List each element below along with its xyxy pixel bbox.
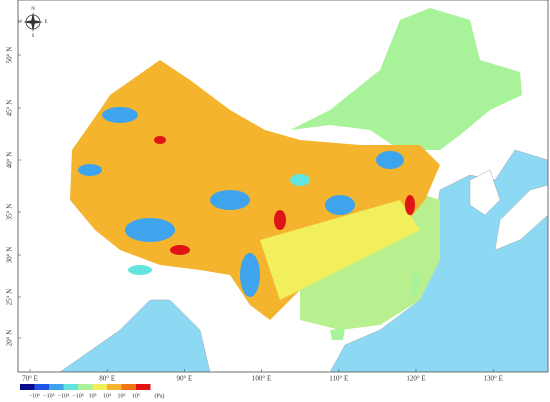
longitude-label: 130° E xyxy=(484,375,503,383)
longitude-label: 80° E xyxy=(99,375,115,383)
legend-label: 10⁴ xyxy=(103,393,111,399)
legend-label: 10⁶ xyxy=(132,393,140,399)
compass-label: E xyxy=(44,20,47,25)
latitude-label: 25° N xyxy=(6,289,14,306)
cyan-zones xyxy=(128,174,310,275)
legend-label: 10³ xyxy=(89,393,97,399)
legend-swatch xyxy=(107,384,122,390)
latitude-label: 20° N xyxy=(6,330,14,347)
latitude-label: 45° N xyxy=(6,100,14,117)
latitude-label: 30° N xyxy=(6,247,14,264)
longitude-label: 70° E xyxy=(22,375,38,383)
longitude-label: 100° E xyxy=(252,375,271,383)
taiwan xyxy=(410,270,420,300)
longitude-label: 110° E xyxy=(329,375,348,383)
legend-swatch xyxy=(78,384,93,390)
longitude-label: 120° E xyxy=(406,375,425,383)
longitude-label: 90° E xyxy=(176,375,192,383)
korea xyxy=(469,169,501,216)
northeast-region xyxy=(290,8,522,150)
latitude-label: 35° N xyxy=(6,204,14,221)
latitude-label: 40° N xyxy=(6,152,14,169)
hainan xyxy=(330,328,345,340)
legend-swatch xyxy=(121,384,136,390)
legend-label: −10⁶ xyxy=(29,393,40,399)
legend-label: −10⁴ xyxy=(58,393,69,399)
compass-label: W xyxy=(18,20,23,25)
legend-swatch xyxy=(92,384,107,390)
latitude-label: 50° N xyxy=(6,47,14,64)
map-frame xyxy=(17,0,549,373)
legend-unit: (Pa) xyxy=(155,392,165,399)
compass-label: N xyxy=(31,7,35,12)
compass xyxy=(23,12,43,32)
legend-label: 10⁵ xyxy=(117,393,125,399)
legend-swatch xyxy=(34,384,49,390)
legend-label: −10³ xyxy=(72,393,83,399)
legend-swatch xyxy=(49,384,64,390)
legend-label: −10⁵ xyxy=(43,393,54,399)
yellow-zone xyxy=(260,200,420,300)
legend-swatch xyxy=(136,384,151,390)
red-zones xyxy=(154,136,415,255)
blue-zones xyxy=(78,107,404,297)
compass-label: S xyxy=(32,34,35,39)
legend-swatch xyxy=(63,384,78,390)
legend-swatch xyxy=(20,384,35,390)
